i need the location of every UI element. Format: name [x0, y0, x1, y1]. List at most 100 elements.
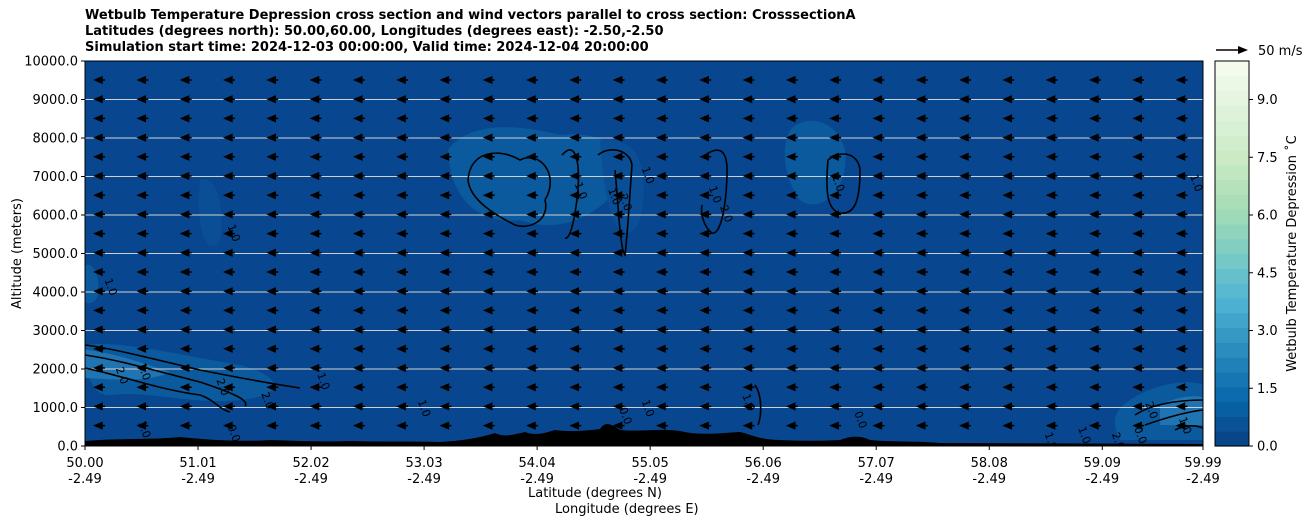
wind-vector: [829, 267, 842, 277]
wind-vector: [742, 95, 755, 104]
colorbar-segment: [1215, 164, 1249, 181]
wind-vector: [569, 171, 582, 181]
wind-vector: [1175, 114, 1188, 123]
wind-vector: [569, 306, 582, 315]
wind-vector: [612, 344, 625, 353]
y-tick-label: 9000.0: [33, 93, 79, 108]
wind-vector: [352, 133, 365, 142]
wind-vector: [222, 287, 235, 296]
wind-vector: [526, 171, 538, 181]
contour-label: 1.0: [605, 186, 623, 207]
colorbar-segment: [1215, 209, 1249, 225]
wind-vector: [396, 383, 409, 392]
wind-vector: [1088, 363, 1101, 373]
colorbar-segment: [1215, 223, 1249, 240]
x-tick-label-lat: 52.02: [292, 456, 329, 471]
wind-vector: [482, 344, 495, 353]
wind-vector: [93, 229, 105, 238]
wind-vector: [266, 229, 279, 238]
wind-vector: [1175, 191, 1188, 200]
wind-vector: [872, 383, 885, 392]
wind-vector: [222, 133, 235, 142]
x-tick-label-lon: -2.49: [294, 472, 328, 487]
wind-vector: [482, 383, 495, 392]
colorbar-segment: [1215, 416, 1249, 432]
wind-vector: [93, 325, 105, 334]
wind-vector: [93, 210, 105, 219]
wind-vector: [612, 325, 625, 334]
wind-vector: [699, 133, 712, 142]
wind-vector: [1175, 402, 1188, 411]
wind-vector: [829, 344, 842, 353]
wind-vector: [136, 248, 149, 257]
wind-vector: [222, 325, 235, 334]
wind-vector: [785, 95, 798, 104]
wind-vector: [179, 133, 192, 142]
contour-line: [1134, 399, 1203, 416]
wind-vector: [309, 95, 322, 104]
wind-vector: [396, 267, 409, 277]
x-tick-label-lon: -2.49: [181, 472, 215, 487]
wind-vector: [266, 133, 279, 142]
wind-vector: [1002, 325, 1015, 334]
wind-vector: [959, 344, 971, 353]
y-tick-label: 4000.0: [33, 286, 79, 301]
wind-vector: [222, 95, 235, 104]
wind-vector: [526, 133, 538, 142]
wind-vector: [699, 114, 712, 123]
wind-vector: [785, 325, 798, 334]
wind-vector: [872, 171, 885, 181]
wind-vector: [93, 402, 105, 411]
colorbar-segment: [1215, 179, 1249, 195]
wind-vector: [179, 210, 192, 219]
wind-vector: [222, 229, 235, 238]
wind-vector: [612, 133, 625, 142]
colorbar-segment: [1215, 297, 1249, 314]
wind-vector: [742, 114, 755, 123]
wind-vector: [959, 402, 971, 411]
contour-line: [700, 149, 728, 234]
x-tick-label-lat: 50.00: [66, 456, 103, 471]
colorbar-segment: [1215, 90, 1249, 107]
wind-vector: [222, 152, 235, 161]
wind-vector: [482, 133, 495, 142]
wind-vector: [1088, 133, 1101, 142]
colorbar-segment: [1215, 253, 1249, 269]
wind-vector: [1045, 248, 1058, 257]
wind-vector: [179, 75, 192, 85]
wind-vector: [222, 306, 235, 315]
wind-vector: [785, 363, 798, 373]
wind-vector: [309, 171, 322, 181]
contour-line: [1174, 425, 1203, 431]
wind-vector: [569, 287, 582, 296]
wind-vector: [742, 383, 755, 392]
wind-vector: [179, 248, 192, 257]
wind-vector: [439, 171, 452, 181]
wind-vector: [482, 325, 495, 334]
contour-label: 1.0: [639, 165, 657, 186]
wind-vector: [569, 191, 582, 200]
wind-vector: [742, 363, 755, 373]
x-tick-label-lon: -2.49: [68, 472, 102, 487]
wind-vector: [136, 114, 149, 123]
wind-vector: [785, 344, 798, 353]
wind-vector: [699, 383, 712, 392]
wind-vector: [136, 344, 149, 353]
wind-vector: [569, 421, 582, 430]
wind-vector: [1175, 171, 1188, 181]
wind-vector: [136, 306, 149, 315]
wind-vector: [699, 152, 712, 161]
contour-line: [1144, 409, 1203, 426]
y-tick-label: 7000.0: [33, 170, 79, 185]
wind-vector: [829, 325, 842, 334]
wind-vector: [742, 191, 755, 200]
wind-vector: [136, 191, 149, 200]
wind-vector: [439, 152, 452, 161]
wind-vector: [179, 95, 192, 104]
wind-vector: [915, 267, 928, 277]
wind-vector: [915, 152, 928, 161]
wind-vector: [136, 133, 149, 142]
wind-vector: [1088, 229, 1101, 238]
y-tick-label: 6000.0: [33, 209, 79, 224]
colorbar-tick-label: 0.0: [1257, 440, 1278, 455]
